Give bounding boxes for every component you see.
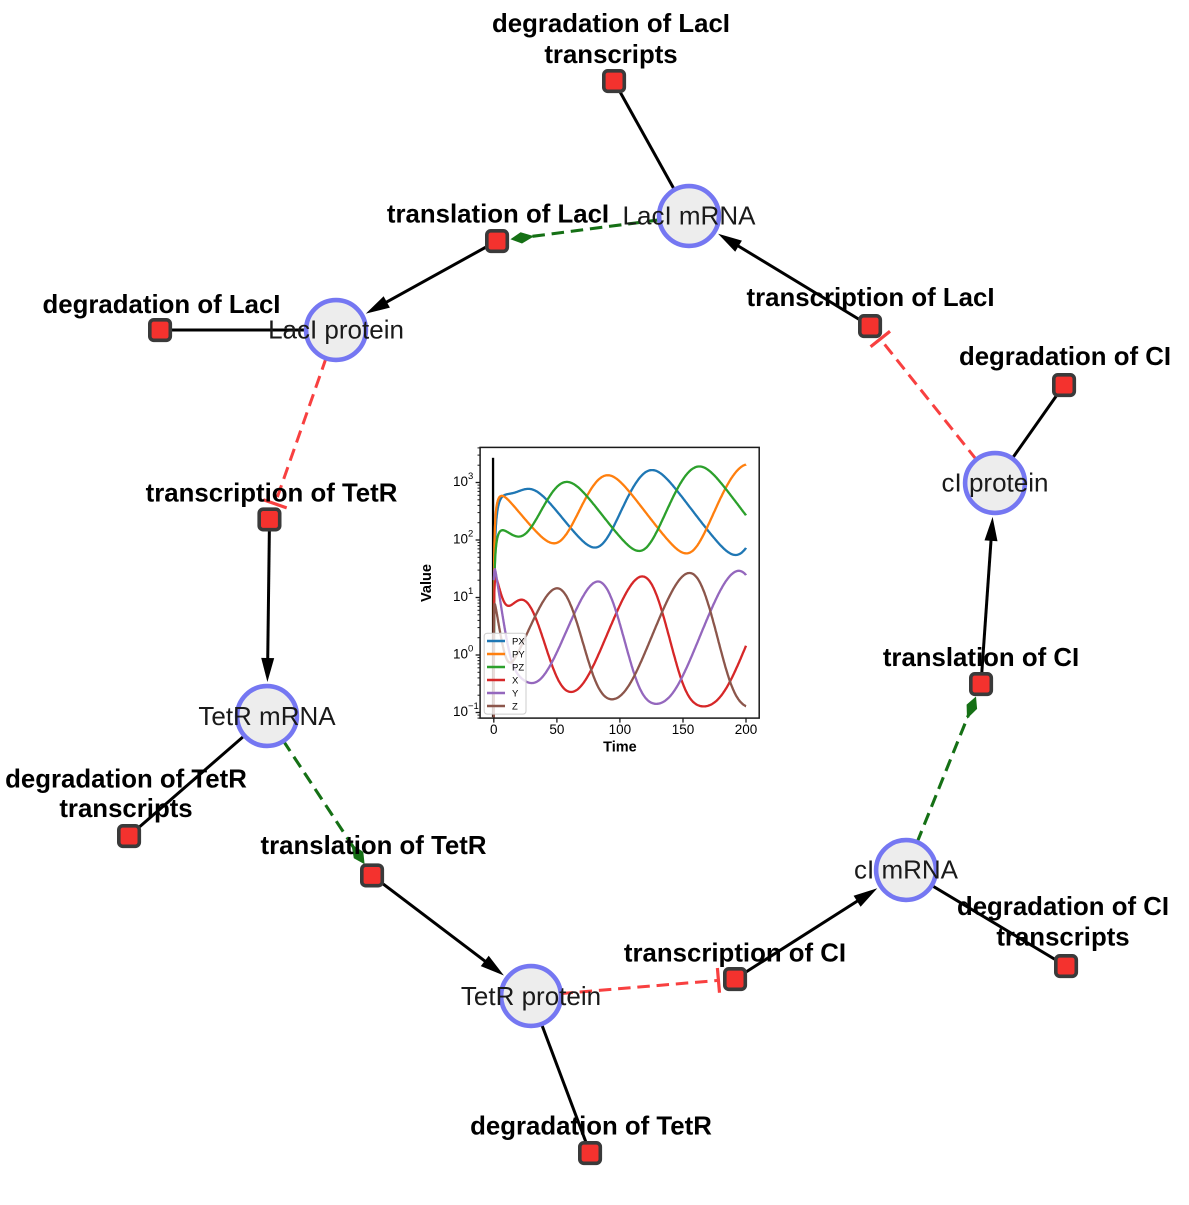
svg-text:LacI protein: LacI protein bbox=[268, 315, 404, 345]
svg-text:cI protein: cI protein bbox=[942, 468, 1049, 498]
svg-text:Z: Z bbox=[512, 702, 518, 713]
svg-text:10: 10 bbox=[453, 589, 468, 604]
svg-text:Value: Value bbox=[419, 564, 435, 602]
svg-text:TetR mRNA: TetR mRNA bbox=[198, 701, 336, 731]
svg-text:0: 0 bbox=[468, 644, 473, 655]
svg-text:Y: Y bbox=[512, 689, 519, 700]
svg-text:transcripts: transcripts bbox=[544, 41, 677, 69]
svg-text:100: 100 bbox=[609, 722, 632, 737]
svg-text:PY: PY bbox=[512, 650, 525, 661]
svg-text:cI mRNA: cI mRNA bbox=[854, 855, 959, 885]
svg-text:translation of CI: translation of CI bbox=[883, 644, 1079, 672]
svg-text:degradation of TetR: degradation of TetR bbox=[470, 1113, 712, 1141]
svg-text:Time: Time bbox=[603, 740, 637, 756]
svg-text:TetR protein: TetR protein bbox=[461, 981, 601, 1011]
svg-text:10: 10 bbox=[453, 704, 468, 719]
svg-text:translation of LacI: translation of LacI bbox=[387, 201, 609, 229]
svg-text:degradation of CI: degradation of CI bbox=[959, 343, 1171, 371]
svg-text:−1: −1 bbox=[468, 701, 479, 712]
svg-text:transcription of TetR: transcription of TetR bbox=[146, 480, 398, 508]
svg-text:50: 50 bbox=[549, 722, 564, 737]
svg-text:10: 10 bbox=[453, 647, 468, 662]
svg-text:X: X bbox=[512, 676, 519, 687]
svg-text:degradation of CI: degradation of CI bbox=[957, 893, 1169, 921]
svg-text:translation of TetR: translation of TetR bbox=[261, 832, 487, 860]
svg-text:transcription of CI: transcription of CI bbox=[624, 940, 846, 968]
svg-text:transcripts: transcripts bbox=[996, 924, 1129, 952]
svg-text:10: 10 bbox=[453, 532, 468, 547]
svg-text:1: 1 bbox=[468, 586, 473, 597]
svg-text:degradation of LacI: degradation of LacI bbox=[43, 291, 281, 319]
svg-text:degradation of TetR: degradation of TetR bbox=[5, 766, 247, 794]
svg-text:3: 3 bbox=[468, 471, 473, 482]
svg-text:0: 0 bbox=[490, 722, 498, 737]
svg-text:PX: PX bbox=[512, 637, 525, 648]
svg-text:PZ: PZ bbox=[512, 663, 524, 674]
svg-text:degradation of LacI: degradation of LacI bbox=[492, 10, 730, 38]
svg-text:10: 10 bbox=[453, 474, 468, 489]
svg-text:transcripts: transcripts bbox=[59, 795, 192, 823]
svg-text:LacI mRNA: LacI mRNA bbox=[623, 201, 757, 231]
svg-text:200: 200 bbox=[735, 722, 758, 737]
svg-text:150: 150 bbox=[672, 722, 695, 737]
svg-text:transcription of LacI: transcription of LacI bbox=[747, 284, 995, 312]
svg-text:2: 2 bbox=[468, 529, 473, 540]
